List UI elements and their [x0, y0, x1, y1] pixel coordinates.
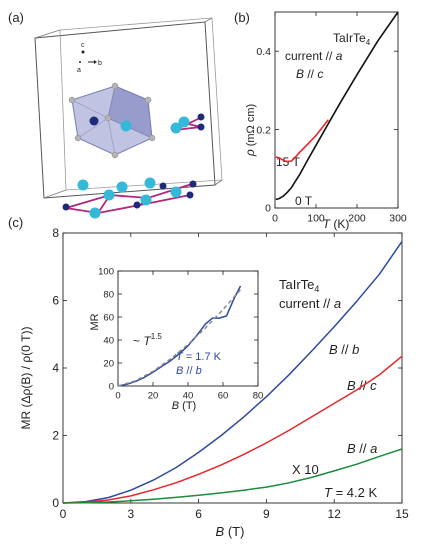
- panel-b-label-0T: 0 T: [295, 194, 313, 208]
- panel-b-xtick-label: 300: [389, 213, 407, 225]
- panel-c-ytick-label: 2: [52, 429, 59, 443]
- panel-c-plot: 0 3 6 9 12 15 0 2 4 6 8: [52, 226, 409, 521]
- panel-c-ytick-label: 4: [52, 361, 59, 375]
- inset-ylabel: MR: [89, 313, 101, 330]
- inset-plot: 0 20 40 60 80 0 20 40 60 80 100: [98, 266, 263, 401]
- panel-c-ylabel: MR (Δρ(B) / ρ(0 T)): [19, 327, 33, 430]
- panel-c-label: (c): [8, 215, 23, 230]
- ir-atom: [89, 116, 99, 126]
- inset-series-line: [117, 289, 242, 387]
- panel-c-compound: TaIrTe4: [279, 277, 319, 294]
- panel-b-label: (b): [234, 10, 250, 25]
- panel-b-xtick-label: 200: [348, 213, 366, 225]
- panel-b-ytick-label: 0.4: [256, 46, 271, 58]
- panel-c-xtick-label: 9: [263, 507, 270, 521]
- panel-c-xtick-label: 12: [328, 507, 342, 521]
- inset-xtick-label: 0: [115, 391, 120, 402]
- panel-c-series-line: [62, 448, 403, 504]
- panel-c-series-line: [62, 240, 403, 504]
- panel-b-xtick-label: 0: [272, 213, 278, 225]
- inset-field-label: B // b: [176, 365, 202, 377]
- panel-c-series-line: [62, 355, 403, 504]
- panel-b-frame: [274, 11, 399, 209]
- inset-xtick-label: 80: [253, 391, 264, 402]
- inset-series-line: [117, 285, 242, 387]
- crystal-structure-illustration: c a b: [34, 17, 223, 219]
- inset-xlabel: B (T): [172, 400, 196, 412]
- panel-c-ytick-label: 8: [52, 226, 59, 240]
- inset-power-law-label: ~ T1.5: [133, 332, 162, 348]
- series-label-b: B // b: [329, 342, 359, 357]
- panel-b-compound: TaIrTe4: [333, 31, 371, 47]
- panel-c-xtick-label: 6: [195, 507, 202, 521]
- axis-c-label: c: [81, 42, 85, 49]
- inset-ytick-label: 80: [103, 289, 114, 300]
- axis-b-label: b: [98, 60, 102, 67]
- panel-c-temperature: T = 4.2 K: [324, 485, 377, 500]
- panel-c-xlabel: B (T): [216, 524, 245, 539]
- panel-b-ytick-label: 0: [265, 203, 271, 215]
- panel-c-xtick-label: 0: [60, 507, 67, 521]
- inset-ytick-label: 100: [98, 266, 114, 277]
- inset-xtick-label: 40: [183, 391, 194, 402]
- inset-ytick-label: 60: [103, 312, 114, 323]
- inset-ytick-label: 0: [109, 381, 114, 392]
- panel-b-series-line: [275, 11, 399, 201]
- inset-ytick-label: 20: [103, 358, 114, 369]
- panel-b-ytick-label: 0.2: [256, 124, 271, 136]
- inset-temperature: T = 1.7 K: [176, 351, 222, 363]
- panel-b-series-line: [275, 119, 329, 163]
- panel-b-plot: 0 100 200 300 0 0.2 0.4: [256, 11, 407, 225]
- ta-atom: [120, 120, 132, 132]
- panel-b-ylabel: ρ(mΩ cm): [243, 104, 257, 157]
- x10-label: X 10: [292, 462, 319, 477]
- panel-a-label: (a): [8, 10, 24, 25]
- inset-ytick-label: 40: [103, 335, 114, 346]
- panel-b-current-label: current // a: [285, 49, 343, 63]
- panel-b-xlabel: T (K): [323, 217, 350, 231]
- axis-a-label: a: [77, 67, 81, 74]
- panel-c-ytick-label: 6: [52, 294, 59, 308]
- series-label-a: B // a: [347, 441, 377, 456]
- panel-c-current-label: current // a: [279, 296, 341, 311]
- panel-c-ytick-label: 0: [52, 496, 59, 510]
- panel-c-xtick-label: 3: [127, 507, 134, 521]
- panel-c-xtick-label: 15: [395, 507, 409, 521]
- inset-xtick-label: 20: [148, 391, 159, 402]
- inset-xtick-label: 60: [218, 391, 229, 402]
- axis-origin-dot: [81, 50, 85, 54]
- panel-b-xtick-label: 100: [307, 213, 325, 225]
- panel-b-field-label: B // c: [296, 67, 323, 81]
